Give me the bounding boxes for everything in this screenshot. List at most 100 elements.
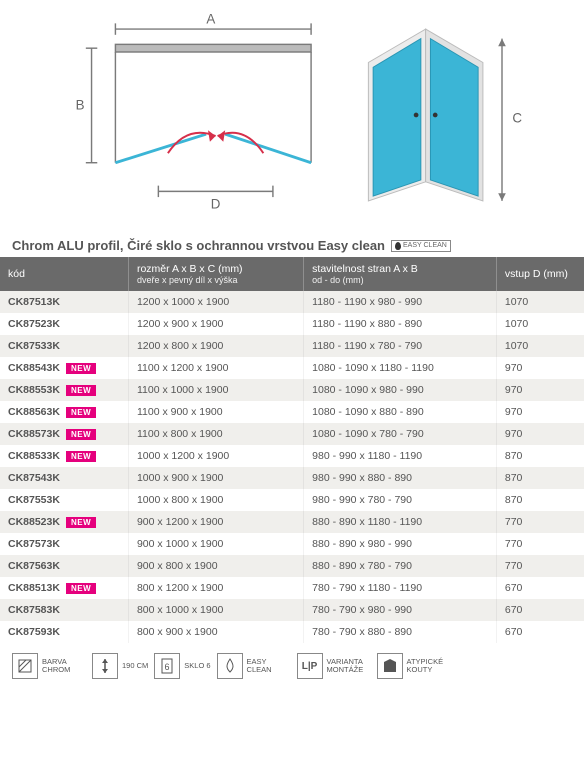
- height-icon: [92, 653, 118, 679]
- column-header-kod: kód: [0, 257, 128, 291]
- cell-vstup: 970: [496, 379, 584, 401]
- cell-rozmer: 800 x 900 x 1900: [128, 621, 303, 643]
- cell-vstup: 670: [496, 621, 584, 643]
- label-b: B: [76, 97, 85, 112]
- cell-rozmer: 1100 x 800 x 1900: [128, 423, 303, 445]
- corner-icon: [377, 653, 403, 679]
- table-row: CK87593K800 x 900 x 1900780 - 790 x 880 …: [0, 621, 584, 643]
- cell-stav: 1180 - 1190 x 880 - 890: [304, 313, 497, 335]
- cell-rozmer: 1200 x 1000 x 1900: [128, 291, 303, 313]
- label-a: A: [206, 11, 215, 26]
- cell-stav: 880 - 890 x 780 - 790: [304, 555, 497, 577]
- cell-kod: CK88553KNEW: [0, 379, 128, 401]
- feature-label: ATYPICKÉ KOUTY: [407, 658, 451, 675]
- feature-glass: 6 SKLO 6: [154, 653, 210, 679]
- cell-stav: 1080 - 1090 x 780 - 790: [304, 423, 497, 445]
- cell-stav: 1080 - 1090 x 980 - 990: [304, 379, 497, 401]
- column-header-rozmer: rozměr A x B x C (mm)dveře x pevný díl x…: [128, 257, 303, 291]
- cell-kod: CK87553K: [0, 489, 128, 511]
- cell-rozmer: 1000 x 900 x 1900: [128, 467, 303, 489]
- cell-vstup: 970: [496, 357, 584, 379]
- cell-vstup: 970: [496, 423, 584, 445]
- cell-vstup: 1070: [496, 313, 584, 335]
- cell-vstup: 670: [496, 599, 584, 621]
- table-row: CK88523KNEW900 x 1200 x 1900880 - 890 x …: [0, 511, 584, 533]
- table-row: CK87513K1200 x 1000 x 19001180 - 1190 x …: [0, 291, 584, 313]
- cell-kod: CK87573K: [0, 533, 128, 555]
- cell-stav: 980 - 990 x 880 - 890: [304, 467, 497, 489]
- cell-rozmer: 1100 x 1000 x 1900: [128, 379, 303, 401]
- cell-kod: CK87523K: [0, 313, 128, 335]
- cell-stav: 780 - 790 x 980 - 990: [304, 599, 497, 621]
- cell-kod: CK88563KNEW: [0, 401, 128, 423]
- table-row: CK87583K800 x 1000 x 1900780 - 790 x 980…: [0, 599, 584, 621]
- title-row: Chrom ALU profil, Čiré sklo s ochrannou …: [0, 230, 584, 257]
- cell-vstup: 870: [496, 467, 584, 489]
- new-badge: NEW: [66, 385, 96, 396]
- feature-drop: EASY CLEAN: [217, 653, 291, 679]
- glass-icon: 6: [154, 653, 180, 679]
- feature-label: SKLO 6: [184, 662, 210, 670]
- table-row: CK87573K900 x 1000 x 1900880 - 890 x 980…: [0, 533, 584, 555]
- cell-vstup: 1070: [496, 291, 584, 313]
- cell-rozmer: 1200 x 800 x 1900: [128, 335, 303, 357]
- table-row: CK88533KNEW1000 x 1200 x 1900980 - 990 x…: [0, 445, 584, 467]
- feature-label: EASY CLEAN: [247, 658, 291, 675]
- cell-kod: CK87513K: [0, 291, 128, 313]
- table-row: CK87543K1000 x 900 x 1900980 - 990 x 880…: [0, 467, 584, 489]
- feature-chrom: BARVA CHROM: [12, 653, 86, 679]
- table-row: CK88553KNEW1100 x 1000 x 19001080 - 1090…: [0, 379, 584, 401]
- lp-icon: L|P: [297, 653, 323, 679]
- dimension-diagram: A B D: [0, 0, 584, 230]
- feature-icons-row: BARVA CHROM190 CM6SKLO 6EASY CLEANL|PVAR…: [0, 643, 584, 689]
- table-header: kódrozměr A x B x C (mm)dveře x pevný dí…: [0, 257, 584, 291]
- cell-rozmer: 800 x 1200 x 1900: [128, 577, 303, 599]
- feature-lp: L|PVARIANTA MONTÁŽE: [297, 653, 371, 679]
- cell-kod: CK88573KNEW: [0, 423, 128, 445]
- cell-stav: 880 - 890 x 980 - 990: [304, 533, 497, 555]
- cell-kod: CK87533K: [0, 335, 128, 357]
- cell-rozmer: 1100 x 900 x 1900: [128, 401, 303, 423]
- new-badge: NEW: [66, 429, 96, 440]
- table-body: CK87513K1200 x 1000 x 19001180 - 1190 x …: [0, 291, 584, 643]
- cell-kod: CK87583K: [0, 599, 128, 621]
- new-badge: NEW: [66, 517, 96, 528]
- cell-stav: 880 - 890 x 1180 - 1190: [304, 511, 497, 533]
- cell-stav: 780 - 790 x 880 - 890: [304, 621, 497, 643]
- cell-kod: CK87563K: [0, 555, 128, 577]
- new-badge: NEW: [66, 583, 96, 594]
- cell-stav: 780 - 790 x 1180 - 1190: [304, 577, 497, 599]
- table-row: CK88573KNEW1100 x 800 x 19001080 - 1090 …: [0, 423, 584, 445]
- table-row: CK87533K1200 x 800 x 19001180 - 1190 x 7…: [0, 335, 584, 357]
- cell-stav: 1080 - 1090 x 1180 - 1190: [304, 357, 497, 379]
- cell-rozmer: 1000 x 800 x 1900: [128, 489, 303, 511]
- drop-icon: [217, 653, 243, 679]
- cell-vstup: 1070: [496, 335, 584, 357]
- cell-kod: CK88513KNEW: [0, 577, 128, 599]
- table-row: CK88563KNEW1100 x 900 x 19001080 - 1090 …: [0, 401, 584, 423]
- new-badge: NEW: [66, 363, 96, 374]
- cell-stav: 980 - 990 x 780 - 790: [304, 489, 497, 511]
- feature-label: VARIANTA MONTÁŽE: [327, 658, 371, 675]
- label-c: C: [512, 111, 522, 126]
- table-row: CK87553K1000 x 800 x 1900980 - 990 x 780…: [0, 489, 584, 511]
- cell-vstup: 970: [496, 401, 584, 423]
- cell-rozmer: 900 x 800 x 1900: [128, 555, 303, 577]
- table-row: CK88543KNEW1100 x 1200 x 19001080 - 1090…: [0, 357, 584, 379]
- cell-stav: 980 - 990 x 1180 - 1190: [304, 445, 497, 467]
- cell-vstup: 670: [496, 577, 584, 599]
- cell-stav: 1180 - 1190 x 980 - 990: [304, 291, 497, 313]
- cell-rozmer: 900 x 1200 x 1900: [128, 511, 303, 533]
- cell-vstup: 770: [496, 511, 584, 533]
- table-row: CK88513KNEW800 x 1200 x 1900780 - 790 x …: [0, 577, 584, 599]
- column-header-stav: stavitelnost stran A x Bod - do (mm): [304, 257, 497, 291]
- cell-kod: CK88523KNEW: [0, 511, 128, 533]
- new-badge: NEW: [66, 451, 96, 462]
- cell-vstup: 770: [496, 533, 584, 555]
- cell-rozmer: 1100 x 1200 x 1900: [128, 357, 303, 379]
- cell-vstup: 870: [496, 445, 584, 467]
- table-row: CK87563K900 x 800 x 1900880 - 890 x 780 …: [0, 555, 584, 577]
- cell-kod: CK87543K: [0, 467, 128, 489]
- easy-clean-badge: EASY CLEAN: [391, 240, 451, 252]
- product-title: Chrom ALU profil, Čiré sklo s ochrannou …: [12, 238, 385, 253]
